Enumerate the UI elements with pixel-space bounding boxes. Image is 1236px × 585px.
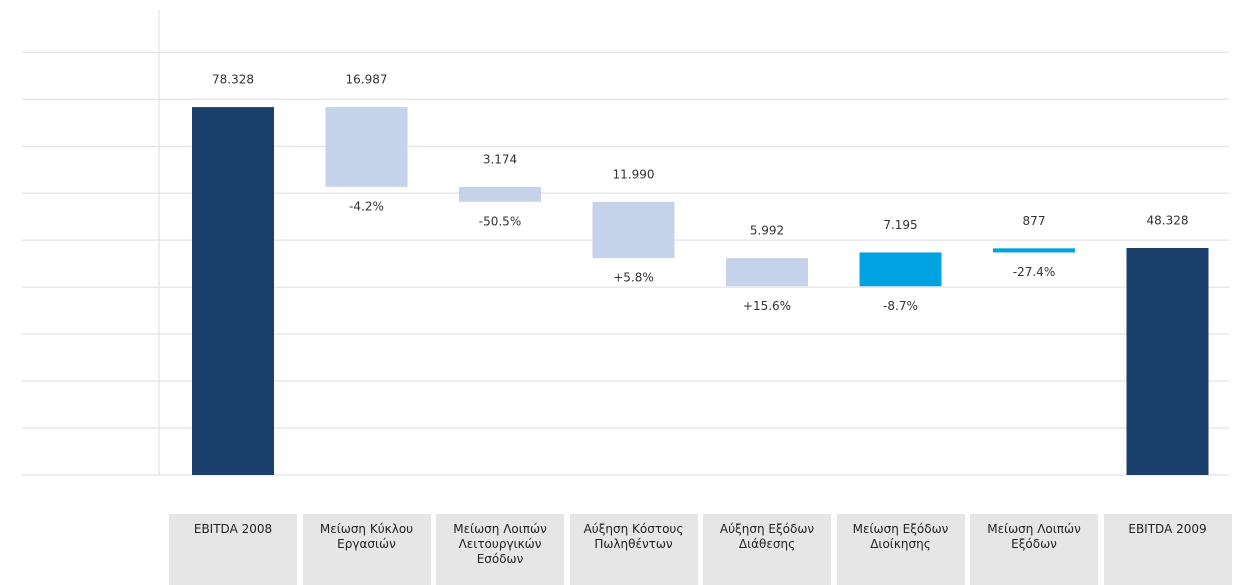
category-label: Αύξηση Κόστους Πωληθέντων: [569, 514, 698, 585]
value-label: 7.195: [883, 218, 917, 232]
value-label: 16.987: [346, 73, 388, 87]
category-label: Μείωση Εξόδων Διοίκησης: [836, 514, 965, 585]
category-label: Μείωση Λοιπών Εξόδων: [970, 514, 1098, 585]
change-label: -8.7%: [883, 299, 918, 313]
plot: 78.328 16.987 -4.2% 3.174 -50.5% 11.990 +5.8% 5…: [22, 10, 1229, 476]
change-label: +5.8%: [613, 271, 654, 285]
change-label: -4.2%: [349, 199, 384, 213]
bar: [325, 107, 408, 187]
value-label: 78.328: [212, 73, 254, 87]
category-label: EBITDA 2009: [1103, 514, 1232, 585]
bar: [192, 107, 274, 475]
category-label: Αύξηση Εξόδων Διάθεσης: [703, 514, 831, 585]
change-label: -50.5%: [479, 214, 521, 228]
change-label: -27.4%: [1013, 265, 1055, 279]
value-label: 11.990: [613, 167, 655, 181]
category-label: Μείωση Κύκλου Εργασιών: [302, 514, 431, 585]
bar: [993, 248, 1075, 253]
value-label: 877: [1023, 214, 1046, 228]
bar: [726, 258, 808, 287]
bar: [859, 252, 942, 287]
bar: [459, 186, 541, 202]
bar: [592, 201, 675, 259]
bar: [1126, 248, 1209, 475]
value-label: 5.992: [750, 224, 784, 238]
change-label: +15.6%: [743, 299, 791, 313]
category-label: EBITDA 2008: [169, 514, 297, 585]
value-label: 3.174: [483, 152, 517, 166]
value-label: 48.328: [1147, 214, 1189, 228]
category-label: Μείωση Λοιπών Λειτουργικών Εσόδων: [436, 514, 564, 585]
